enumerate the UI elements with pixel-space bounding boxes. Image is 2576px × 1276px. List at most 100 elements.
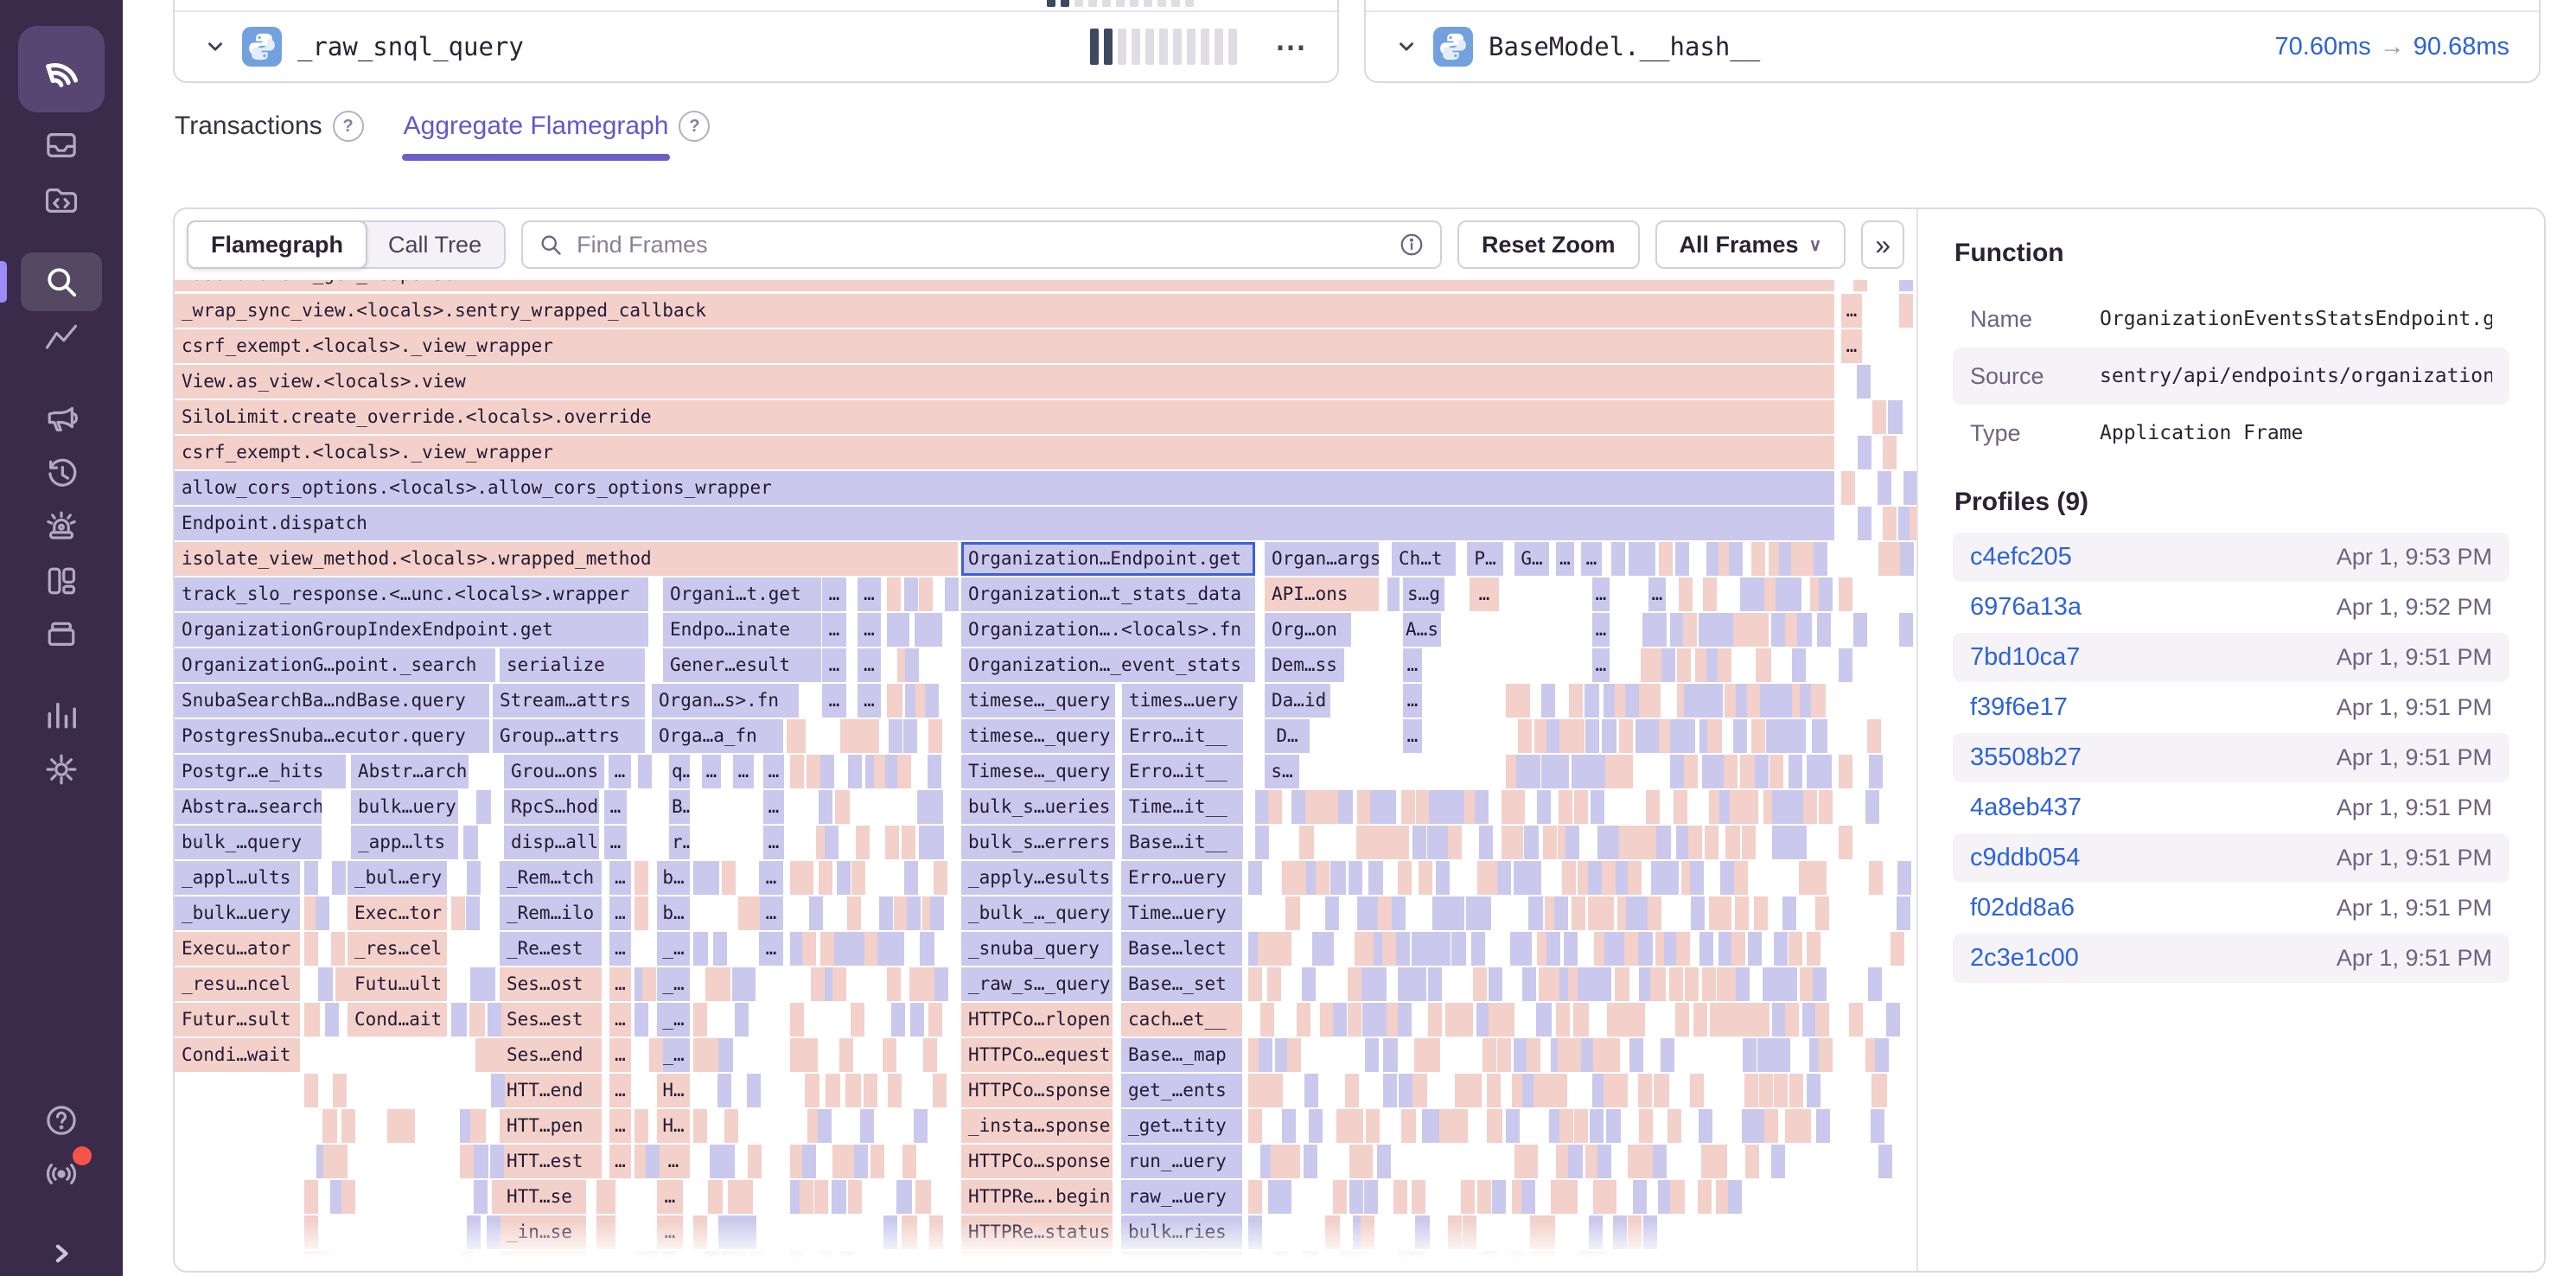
profile-link[interactable]: f02dd8a6 [1970, 894, 2075, 922]
flame-fragment[interactable] [1744, 1145, 1759, 1178]
flame-fragment[interactable] [1590, 790, 1604, 824]
flame-fragment[interactable] [705, 1251, 720, 1271]
flame-fragment[interactable] [1361, 1215, 1375, 1249]
flame-fragment[interactable] [1681, 719, 1696, 753]
flame-fragment[interactable] [1629, 1003, 1645, 1037]
flame-fragment[interactable] [401, 1109, 416, 1143]
flame-fragment[interactable] [1746, 684, 1761, 718]
sidebar-item-insights[interactable] [42, 319, 80, 357]
flame-fragment[interactable] [634, 896, 649, 930]
flame-fragment[interactable] [1642, 613, 1656, 647]
frames-filter-dropdown[interactable]: All Frames ∨ [1655, 220, 1846, 269]
flame-fragment[interactable] [1740, 577, 1755, 611]
flame-frame[interactable]: … [1403, 719, 1422, 753]
flame-fragment[interactable] [304, 896, 318, 930]
flame-fragment[interactable] [1768, 684, 1782, 718]
flame-frame[interactable]: … [1592, 648, 1610, 682]
flame-fragment[interactable] [1319, 932, 1334, 966]
flame-fragment[interactable] [1664, 861, 1679, 895]
flame-fragment[interactable] [1523, 1145, 1538, 1178]
flame-fragment[interactable] [896, 1180, 912, 1214]
flame-fragment[interactable] [1248, 861, 1262, 895]
flame-fragment[interactable] [1488, 967, 1502, 1001]
flame-fragment[interactable] [634, 1109, 648, 1143]
flame-fragment[interactable] [634, 1145, 648, 1178]
flame-fragment[interactable] [1275, 1038, 1290, 1072]
flame-fragment[interactable] [1338, 790, 1354, 824]
flame-fragment[interactable] [1363, 1180, 1378, 1214]
flame-fragment[interactable] [642, 967, 657, 1001]
flame-fragment[interactable] [1584, 719, 1599, 753]
flame-fragment[interactable] [335, 967, 350, 1001]
sidebar-item-whats-new[interactable] [42, 1155, 80, 1193]
flame-fragment[interactable] [919, 932, 934, 966]
flame-fragment[interactable] [1267, 790, 1282, 824]
flame-frame[interactable]: Erro…uery [1121, 861, 1242, 895]
flame-fragment[interactable] [1675, 826, 1690, 859]
flame-frame[interactable]: … [822, 648, 846, 682]
flame-fragment[interactable] [1482, 1038, 1496, 1072]
flame-fragment[interactable] [1326, 790, 1341, 824]
flame-fragment[interactable] [1733, 613, 1748, 647]
profile-link[interactable]: 2c3e1c00 [1970, 944, 2079, 972]
flame-fragment[interactable] [1477, 896, 1492, 930]
flame-fragment[interactable] [1705, 826, 1719, 859]
flame-fragment[interactable] [1813, 542, 1827, 576]
flame-frame[interactable]: _… [657, 932, 690, 966]
flame-frame[interactable]: Organi…t.get [663, 577, 821, 611]
flame-frame[interactable]: OrganizationGroupIndexEndpoint.get [175, 613, 648, 647]
flame-frame[interactable]: … [1403, 648, 1422, 682]
flame-fragment[interactable] [721, 1145, 736, 1178]
flame-fragment[interactable] [1527, 861, 1541, 895]
flame-fragment[interactable] [1587, 896, 1602, 930]
flame-fragment[interactable] [1782, 896, 1796, 930]
flame-fragment[interactable] [1521, 1074, 1536, 1107]
flame-fragment[interactable] [322, 1109, 338, 1143]
flame-fragment[interactable] [1654, 1074, 1669, 1107]
flame-frame[interactable]: … [763, 755, 784, 788]
flame-fragment[interactable] [1551, 1180, 1565, 1214]
flame-fragment[interactable] [1368, 826, 1383, 859]
flame-frame[interactable]: View.as_view.<locals>.view [175, 365, 1834, 399]
flame-fragment[interactable] [1758, 1074, 1773, 1107]
flame-fragment[interactable] [1839, 648, 1852, 682]
flame-fragment[interactable] [476, 790, 492, 824]
flame-fragment[interactable] [1349, 1180, 1364, 1214]
flame-fragment[interactable] [1615, 684, 1629, 718]
flame-fragment[interactable] [707, 1038, 722, 1072]
flame-fragment[interactable] [1514, 1038, 1528, 1072]
flame-fragment[interactable] [1304, 1145, 1318, 1178]
flame-fragment[interactable] [1706, 542, 1720, 576]
flame-fragment[interactable] [804, 1038, 819, 1072]
sidebar-item-settings[interactable] [42, 750, 80, 788]
flame-fragment[interactable] [1537, 790, 1552, 824]
flame-fragment[interactable] [315, 1251, 329, 1271]
flame-fragment[interactable] [1606, 826, 1621, 859]
flame-fragment[interactable] [841, 1145, 856, 1178]
flame-frame[interactable]: … [604, 790, 627, 824]
flame-fragment[interactable] [1899, 280, 1914, 291]
flame-fragment[interactable] [1578, 1251, 1593, 1271]
flame-fragment[interactable] [1900, 542, 1915, 576]
flame-fragment[interactable] [460, 1145, 474, 1178]
flame-fragment[interactable] [1428, 967, 1443, 1001]
flame-frame[interactable] [596, 1215, 615, 1249]
flame-frame[interactable]: B… [669, 790, 690, 824]
flame-fragment[interactable] [790, 1038, 804, 1072]
flame-frame[interactable]: Erro…it__ [1122, 755, 1243, 788]
flame-fragment[interactable] [330, 932, 345, 966]
flame-frame[interactable]: … [759, 896, 783, 930]
flame-fragment[interactable] [1899, 613, 1914, 647]
flame-fragment[interactable] [1754, 896, 1769, 930]
flame-fragment[interactable] [1870, 1109, 1884, 1143]
flame-fragment[interactable] [1451, 1109, 1468, 1143]
flame-frame[interactable]: … [759, 861, 783, 895]
flame-fragment[interactable] [1676, 648, 1691, 682]
flame-fragment[interactable] [1366, 1109, 1380, 1143]
flame-fragment[interactable] [1418, 861, 1432, 895]
flame-fragment[interactable] [1604, 755, 1619, 788]
flame-fragment[interactable] [315, 896, 329, 930]
flame-fragment[interactable] [1670, 719, 1685, 753]
flame-fragment[interactable] [915, 613, 928, 647]
flame-fragment[interactable] [747, 1074, 762, 1107]
